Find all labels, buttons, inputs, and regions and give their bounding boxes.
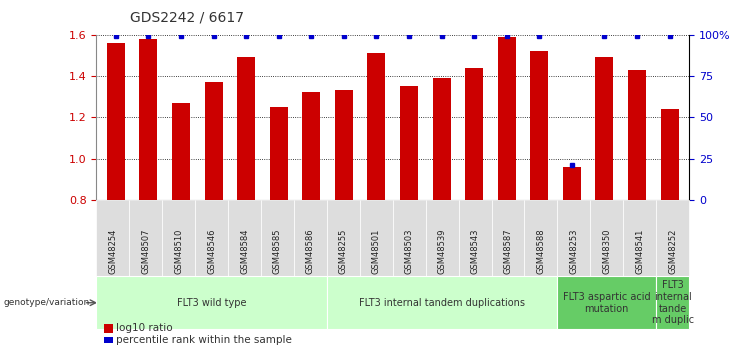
Text: GSM48254: GSM48254	[108, 229, 117, 274]
Bar	[661, 109, 679, 345]
Bar	[628, 70, 646, 345]
Text: FLT3 aspartic acid
mutation: FLT3 aspartic acid mutation	[563, 292, 651, 314]
Text: GSM48510: GSM48510	[174, 229, 183, 274]
Text: GSM48584: GSM48584	[240, 228, 249, 274]
Text: genotype/variation: genotype/variation	[4, 298, 90, 307]
Text: GDS2242 / 6617: GDS2242 / 6617	[130, 10, 244, 24]
Bar	[531, 51, 548, 345]
Bar	[302, 92, 320, 345]
Text: GSM48541: GSM48541	[635, 229, 644, 274]
Bar	[400, 86, 418, 345]
Text: GSM48252: GSM48252	[668, 229, 677, 274]
Text: GSM48507: GSM48507	[142, 228, 150, 274]
Bar	[270, 107, 288, 345]
Text: percentile rank within the sample: percentile rank within the sample	[116, 335, 291, 345]
Bar	[237, 57, 255, 345]
Bar	[139, 39, 157, 345]
Bar	[172, 103, 190, 345]
Bar	[335, 90, 353, 345]
Text: GSM48253: GSM48253	[569, 228, 579, 274]
Text: GSM48503: GSM48503	[405, 228, 413, 274]
Text: GSM48585: GSM48585	[273, 228, 282, 274]
Text: FLT3
internal
tande
m duplic: FLT3 internal tande m duplic	[651, 280, 694, 325]
Text: GSM48255: GSM48255	[339, 229, 348, 274]
Text: GSM48350: GSM48350	[602, 228, 611, 274]
Bar	[205, 82, 222, 345]
Text: FLT3 wild type: FLT3 wild type	[177, 298, 246, 308]
Text: FLT3 internal tandem duplications: FLT3 internal tandem duplications	[359, 298, 525, 308]
Text: GSM48539: GSM48539	[438, 228, 447, 274]
Bar	[465, 68, 483, 345]
Text: GSM48586: GSM48586	[306, 228, 315, 274]
Bar	[368, 53, 385, 345]
Text: GSM48501: GSM48501	[372, 229, 381, 274]
Text: GSM48543: GSM48543	[471, 228, 479, 274]
Bar	[596, 57, 614, 345]
Text: GSM48587: GSM48587	[503, 228, 513, 274]
Text: log10 ratio: log10 ratio	[116, 324, 172, 333]
Bar	[498, 37, 516, 345]
Bar	[107, 43, 124, 345]
Bar	[563, 167, 581, 345]
Text: GSM48546: GSM48546	[207, 228, 216, 274]
Bar	[433, 78, 451, 345]
Text: GSM48588: GSM48588	[536, 228, 545, 274]
